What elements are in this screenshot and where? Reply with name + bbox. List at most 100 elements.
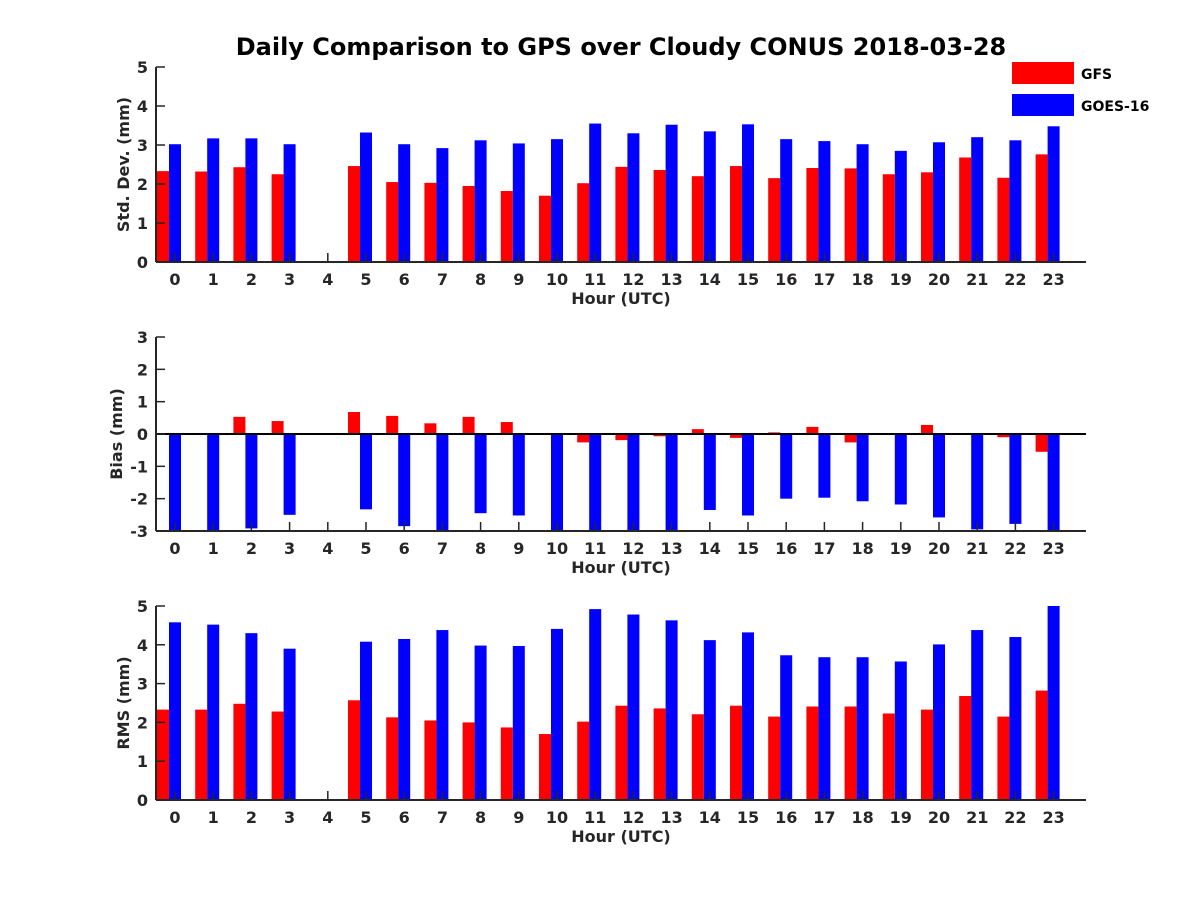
- rms-xtick-label: 20: [928, 808, 950, 827]
- bar-rms-goes16-5: [360, 641, 372, 800]
- bar-bias-goes16-14: [703, 434, 716, 510]
- std-ytick-label: 2: [137, 175, 148, 194]
- legend-swatch-goes16: [1012, 94, 1074, 116]
- bar-rms-goes16-23: [1047, 606, 1060, 800]
- std-xtick-label: 23: [1042, 270, 1064, 289]
- bar-rms-goes16-18: [856, 657, 869, 800]
- std-ytick-label: 0: [137, 253, 148, 272]
- bar-std-gfs-20: [921, 172, 933, 262]
- bar-bias-goes16-23: [1047, 434, 1060, 531]
- rms-xtick-label: 2: [246, 808, 257, 827]
- bar-bias-gfs-7: [424, 423, 437, 434]
- bias-xtick-label: 8: [475, 539, 486, 558]
- legend-label-goes16: GOES-16: [1081, 99, 1149, 115]
- std-xtick-label: 4: [322, 270, 333, 289]
- rms-xtick-label: 14: [699, 808, 721, 827]
- rms-xtick-label: 19: [890, 808, 912, 827]
- bar-rms-gfs-11: [577, 721, 590, 800]
- bias-xtick-label: 10: [546, 539, 568, 558]
- std-xtick-label: 3: [284, 270, 295, 289]
- bar-rms-gfs-20: [921, 709, 933, 800]
- bar-bias-goes16-20: [933, 434, 945, 518]
- bar-std-gfs-21: [959, 157, 972, 262]
- bar-bias-gfs-14: [691, 429, 704, 434]
- rms-xtick-label: 5: [360, 808, 371, 827]
- std-xtick-label: 16: [775, 270, 797, 289]
- bar-std-gfs-5: [348, 166, 360, 262]
- bar-std-gfs-17: [806, 168, 819, 262]
- bar-rms-goes16-10: [551, 628, 563, 800]
- bar-bias-gfs-11: [577, 434, 590, 443]
- rms-xtick-label: 17: [813, 808, 835, 827]
- bar-rms-gfs-5: [348, 700, 360, 800]
- bar-std-gfs-12: [615, 166, 628, 262]
- bar-std-goes16-22: [1009, 140, 1022, 262]
- rms-xtick-label: 0: [169, 808, 180, 827]
- bar-rms-goes16-6: [398, 638, 411, 800]
- bar-rms-gfs-0: [157, 709, 169, 800]
- bias-xtick-label: 13: [660, 539, 682, 558]
- bar-bias-goes16-15: [742, 434, 754, 516]
- bar-std-goes16-20: [933, 142, 945, 262]
- bar-bias-goes16-13: [665, 434, 678, 531]
- bar-std-gfs-18: [844, 168, 857, 262]
- bar-rms-gfs-1: [195, 709, 208, 800]
- bar-rms-goes16-7: [436, 630, 449, 800]
- std-xtick-label: 7: [437, 270, 448, 289]
- bar-std-goes16-12: [627, 133, 640, 262]
- bias-xtick-label: 9: [513, 539, 524, 558]
- bar-std-gfs-16: [768, 178, 781, 262]
- bar-std-gfs-0: [157, 171, 169, 262]
- rms-xtick-label: 22: [1004, 808, 1026, 827]
- bar-std-gfs-8: [462, 185, 475, 262]
- bar-rms-goes16-2: [245, 633, 258, 800]
- bias-xtick-label: 11: [584, 539, 606, 558]
- rms-xtick-label: 10: [546, 808, 568, 827]
- bar-std-goes16-6: [398, 144, 411, 262]
- bias-ytick-label: 0: [137, 425, 148, 444]
- bar-bias-goes16-17: [818, 434, 831, 498]
- bias-xtick-label: 7: [437, 539, 448, 558]
- bias-xtick-label: 17: [813, 539, 835, 558]
- bias-xtick-label: 19: [890, 539, 912, 558]
- std-xtick-label: 12: [622, 270, 644, 289]
- bar-std-gfs-22: [997, 177, 1010, 262]
- bar-rms-goes16-17: [818, 657, 831, 800]
- std-xtick-label: 15: [737, 270, 759, 289]
- bar-rms-gfs-16: [768, 716, 781, 800]
- bias-xtick-label: 2: [246, 539, 257, 558]
- chart-title: Daily Comparison to GPS over Cloudy CONU…: [236, 33, 1007, 61]
- bar-rms-gfs-21: [959, 696, 972, 800]
- bar-bias-goes16-18: [856, 434, 869, 502]
- bias-xtick-label: 14: [699, 539, 721, 558]
- bar-std-goes16-0: [169, 144, 181, 262]
- bar-bias-goes16-0: [169, 434, 181, 531]
- bar-rms-gfs-13: [653, 708, 666, 800]
- bar-std-gfs-7: [424, 182, 437, 262]
- rms-xtick-label: 4: [322, 808, 333, 827]
- bar-rms-goes16-21: [971, 630, 984, 800]
- std-xtick-label: 21: [966, 270, 988, 289]
- bias-xtick-label: 5: [360, 539, 371, 558]
- bar-std-goes16-1: [207, 138, 220, 262]
- std-ytick-label: 3: [137, 136, 148, 155]
- bias-xtick-label: 16: [775, 539, 797, 558]
- bar-rms-goes16-3: [283, 648, 296, 800]
- bias-xtick-label: 18: [851, 539, 873, 558]
- bias-ytick-label: 3: [137, 328, 148, 347]
- bar-rms-gfs-22: [997, 716, 1010, 800]
- bar-std-goes16-8: [474, 140, 487, 262]
- bar-rms-gfs-17: [806, 706, 819, 800]
- rms-ytick-label: 3: [137, 675, 148, 694]
- rms-xtick-label: 8: [475, 808, 486, 827]
- bias-y-axis-label: Bias (mm): [107, 388, 126, 480]
- bar-rms-gfs-14: [691, 714, 704, 800]
- std-xtick-label: 1: [208, 270, 219, 289]
- bar-std-goes16-13: [665, 124, 678, 262]
- std-xtick-label: 17: [813, 270, 835, 289]
- bar-bias-gfs-2: [233, 416, 246, 434]
- bar-bias-goes16-22: [1009, 434, 1022, 524]
